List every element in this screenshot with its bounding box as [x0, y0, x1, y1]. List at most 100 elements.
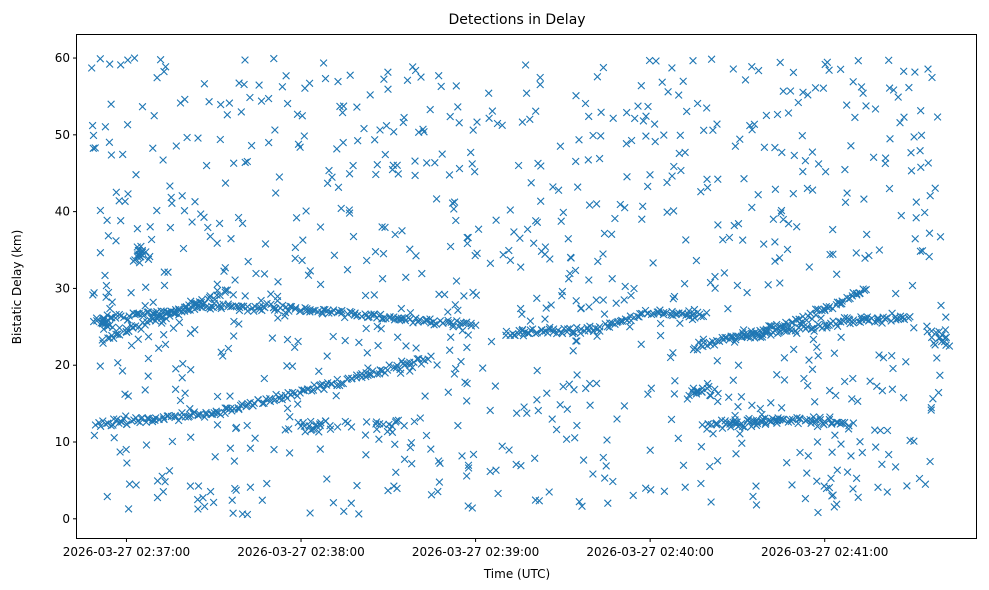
detection-marker [363, 349, 372, 357]
detection-marker [843, 468, 852, 476]
detection-marker [291, 243, 300, 252]
detection-marker [347, 499, 356, 507]
detection-marker [828, 448, 836, 456]
detection-marker [451, 301, 460, 309]
detection-marker [474, 225, 483, 233]
detection-marker [920, 208, 929, 217]
detection-marker [650, 120, 659, 128]
detection-marker [692, 256, 701, 265]
detection-marker [927, 406, 935, 414]
detection-marker [366, 91, 374, 99]
detection-marker [759, 240, 768, 248]
detection-marker [217, 348, 225, 356]
detection-marker [315, 428, 323, 436]
detection-marker [345, 206, 354, 214]
detection-marker [104, 232, 113, 240]
detection-marker [118, 150, 127, 159]
detection-marker [545, 325, 554, 334]
detection-marker [860, 286, 869, 295]
detection-marker [545, 488, 553, 496]
detection-marker [702, 104, 711, 112]
detection-marker [99, 325, 108, 333]
detection-marker [463, 343, 471, 352]
detection-marker [649, 259, 657, 267]
detection-marker [663, 178, 671, 187]
detection-marker [406, 367, 414, 375]
detection-marker [232, 486, 240, 494]
detection-marker [394, 314, 402, 322]
detection-marker [849, 288, 857, 297]
detection-marker [854, 493, 862, 502]
detection-marker [832, 500, 841, 508]
detection-marker [412, 252, 420, 260]
detection-marker [825, 66, 833, 74]
detection-marker [792, 316, 801, 324]
detection-marker [112, 237, 120, 245]
detection-marker [452, 277, 461, 285]
detection-marker [800, 374, 808, 383]
detection-marker [706, 391, 714, 400]
detection-marker [510, 228, 518, 236]
detection-marker [921, 480, 930, 488]
detection-marker [829, 491, 837, 499]
detection-marker [675, 149, 684, 158]
detection-marker [191, 197, 199, 206]
detection-marker [333, 381, 341, 390]
detection-marker [900, 113, 908, 121]
detection-marker [453, 317, 461, 325]
detection-marker [321, 74, 330, 83]
detection-marker [506, 256, 515, 265]
detection-marker [257, 296, 265, 305]
detection-marker [609, 114, 617, 123]
detection-marker [467, 319, 475, 328]
detection-marker [616, 200, 625, 209]
detection-marker [135, 252, 144, 260]
detection-marker [869, 153, 878, 162]
detection-marker [799, 88, 807, 97]
detection-marker [305, 79, 314, 88]
detection-marker [346, 71, 354, 79]
detection-marker [664, 88, 672, 96]
detection-marker [575, 136, 583, 144]
detection-marker [836, 300, 845, 308]
detection-marker [346, 307, 354, 316]
detection-marker [384, 486, 392, 495]
detection-marker [318, 310, 327, 318]
detection-marker [798, 131, 807, 140]
detection-marker [773, 370, 781, 379]
detection-marker [132, 481, 140, 489]
detection-marker [862, 285, 870, 294]
detection-marker [688, 315, 697, 324]
detection-marker [837, 440, 845, 448]
detection-marker [202, 161, 211, 170]
detection-marker [333, 423, 342, 431]
detection-marker [554, 326, 562, 334]
detection-marker [714, 221, 722, 229]
detection-marker [294, 337, 302, 346]
detection-marker [374, 341, 382, 350]
detection-marker [160, 67, 168, 76]
detection-marker [554, 186, 563, 194]
detection-marker [669, 349, 677, 357]
detection-marker [372, 170, 380, 179]
detection-marker [349, 161, 357, 170]
detection-marker [840, 313, 849, 322]
detection-marker [646, 171, 654, 179]
detection-marker [176, 396, 185, 405]
detection-marker [229, 159, 238, 167]
detection-marker [461, 378, 469, 386]
detection-marker [90, 431, 99, 440]
detection-marker [599, 250, 607, 258]
detection-marker [334, 77, 342, 86]
detection-marker [724, 393, 733, 401]
detection-marker [198, 301, 207, 309]
detection-marker [596, 327, 604, 335]
detection-marker [376, 126, 384, 134]
detection-marker [612, 299, 620, 307]
detection-marker [526, 326, 535, 334]
detection-marker [180, 206, 189, 215]
detection-marker [422, 431, 431, 440]
detection-marker [814, 351, 822, 360]
detection-marker [285, 307, 293, 315]
detection-marker [492, 466, 500, 474]
